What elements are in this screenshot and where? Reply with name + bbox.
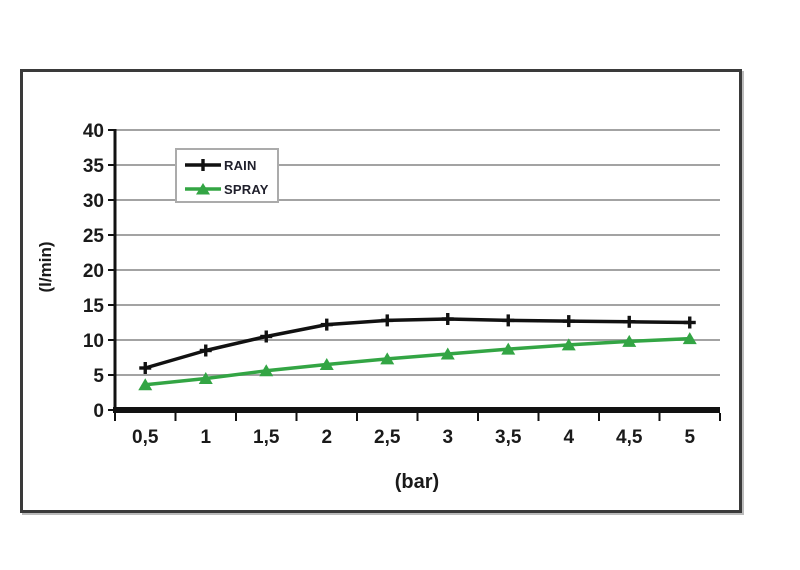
triangle-marker-icon [259,364,274,377]
y-tick-label: 30 [83,191,104,212]
y-tick-label: 25 [83,226,105,247]
triangle-marker-icon [196,183,210,195]
spray-line-sample-icon [185,183,221,195]
rain-line-sample-icon [185,159,221,171]
x-tick-label: 1 [200,427,211,448]
x-tick-label: 1,5 [253,427,280,448]
x-tick-label: 2 [321,427,332,448]
x-axis-title: (bar) [394,471,440,493]
x-tick-label: 4,5 [616,427,643,448]
y-axis-title: (l/min) [36,241,55,293]
series-spray [138,332,697,391]
x-tick-label: 3,5 [495,427,522,448]
x-tick-label: 4 [563,427,574,448]
triangle-marker-icon [198,372,213,384]
y-tick-label: 35 [83,156,105,177]
triangle-marker-icon [440,347,455,360]
legend-label-rain: RAIN [224,157,257,173]
triangle-marker-icon [561,338,576,351]
x-tick-label: 5 [684,427,695,448]
y-tick-label: 5 [93,366,104,387]
y-axis-ticks: 0 5 10 15 20 25 30 35 40 [83,121,115,422]
series-line [143,317,692,370]
legend-marker [196,183,210,195]
triangle-marker-icon [138,378,153,391]
triangle-marker-icon [501,342,516,355]
y-tick-label: 15 [83,296,105,317]
legend: RAIN SPRAY [175,148,279,203]
y-tick-label: 40 [83,121,104,142]
legend-label-spray: SPRAY [224,181,269,197]
triangle-marker-icon [622,334,637,347]
triangle-marker-icon [682,332,697,345]
legend-item-spray: SPRAY [184,177,277,201]
chart-frame: 0 5 10 15 20 25 30 35 40 0,5 1 1,5 2 2,5 3 3,5 4 4,5 5 (l/… [20,69,742,513]
triangle-marker-icon [319,358,334,370]
x-tick-label: 2,5 [374,427,401,448]
series-rain [139,313,696,374]
x-axis-ticks: 0,5 1 1,5 2 2,5 3 3,5 4 4,5 5 [114,413,721,448]
triangle-marker-icon [380,352,395,365]
x-tick-label: 0,5 [132,427,159,448]
y-tick-label: 10 [83,331,104,352]
legend-item-rain: RAIN [184,153,277,177]
series-line [143,336,692,387]
x-tick-label: 3 [442,427,453,448]
flow-rate-chart: 0 5 10 15 20 25 30 35 40 0,5 1 1,5 2 2,5 3 3,5 4 4,5 5 [83,121,721,448]
y-tick-label: 0 [93,401,104,422]
y-tick-label: 20 [83,261,104,282]
